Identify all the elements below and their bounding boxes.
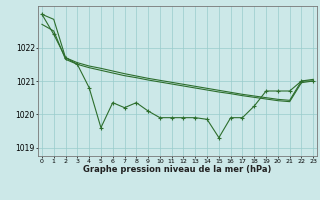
- X-axis label: Graphe pression niveau de la mer (hPa): Graphe pression niveau de la mer (hPa): [84, 165, 272, 174]
